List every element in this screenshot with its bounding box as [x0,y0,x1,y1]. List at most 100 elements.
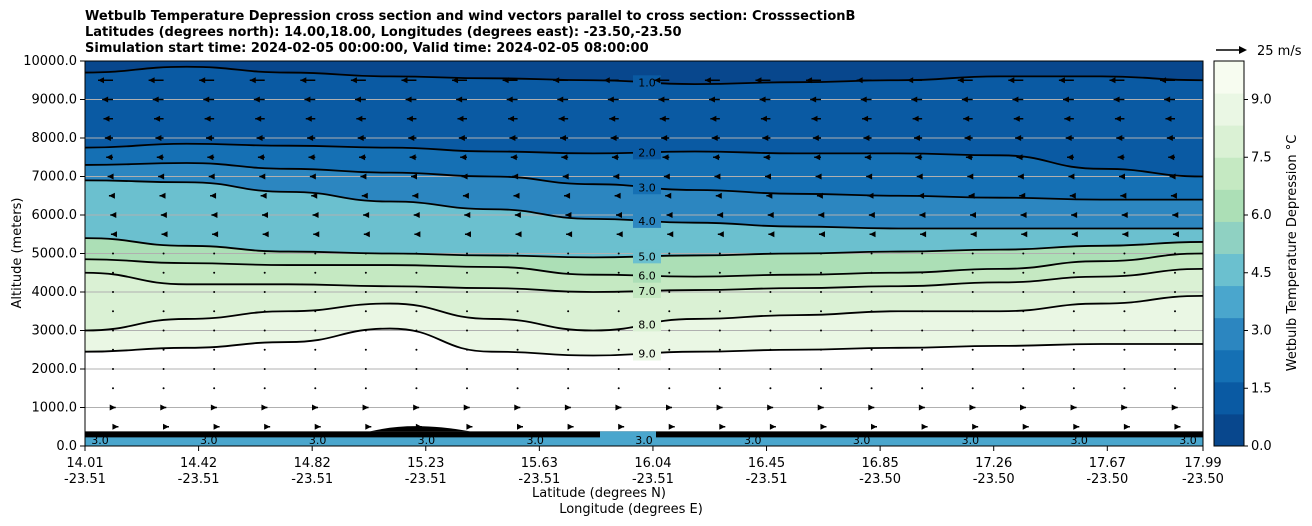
wind-vector [1020,404,1027,411]
wind-vector [205,135,215,141]
wind-vector-dot [1022,368,1025,370]
wind-vector [1123,310,1126,313]
wind-vector-head [203,96,210,103]
wind-vector [307,135,316,141]
wind-vector-head [262,231,269,238]
wind-vector [415,310,418,313]
title-line-2: Latitudes (degrees north): 14.00,18.00, … [85,25,682,40]
wind-vector [311,192,318,199]
wind-vector-head [405,96,412,103]
wind-vector-dot [364,329,367,332]
wind-vector [1160,77,1175,84]
wind-vector-head [816,192,823,199]
wind-vector-dot [617,310,620,313]
wind-vector [918,192,925,199]
wind-vector [208,173,215,180]
wind-vector-head [508,115,515,122]
band-below-9.0 [85,328,1203,446]
wind-vector [249,77,265,84]
wind-vector [364,291,367,293]
wind-vector [213,329,216,332]
wind-vector [158,173,165,180]
wind-vector-dot [364,387,367,390]
wind-vector-dot [162,291,165,293]
wind-vector [1022,271,1025,274]
wind-vector-head [314,423,321,430]
wind-vector-head [109,404,116,411]
x-tick-label-lat-3: 15.23 [407,456,444,471]
wind-vector [1071,212,1078,218]
wind-vector [1118,173,1125,180]
wind-vector [870,291,873,293]
wind-vector [911,96,923,103]
colorbar-tick-label-1: 1.5 [1251,381,1272,396]
wind-vector [313,231,320,238]
wind-vector [1072,310,1075,313]
wind-vector [1072,329,1075,332]
wind-vector [162,387,165,390]
wind-vector [912,115,923,122]
wind-vector [360,173,367,180]
wind-vector [112,368,114,370]
wind-vector [1065,135,1074,141]
wind-vector-dot [921,368,924,370]
wind-vector-head [814,154,821,161]
colorbar-tick-label-4: 6.0 [1251,208,1272,223]
wind-vector-head [1058,77,1065,84]
contour-label-7.0: 7.0 [638,285,656,298]
wind-vector-head [558,115,565,122]
wind-vector-head [567,423,574,430]
wind-vector-head [963,115,970,122]
wind-vector-head [1022,423,1029,430]
contour-label-bg-2.0 [633,145,661,160]
wind-vector-head [704,77,711,84]
wind-vector [617,271,620,274]
wind-vector [464,212,471,218]
wind-vector [617,252,620,255]
wind-vector-head [360,173,367,180]
wind-vector [1022,368,1025,370]
wind-vector-dot [466,329,468,332]
wind-vector [304,96,316,103]
wind-vector [718,291,721,293]
wind-vector [567,291,570,293]
wind-vector [1174,423,1181,430]
colorbar-tick-label-6: 9.0 [1251,93,1272,108]
wind-vector [1174,310,1176,313]
wind-vector-head [154,115,161,122]
wind-vector [662,154,670,161]
wind-vector-dot [870,387,873,390]
wind-vector [769,423,776,430]
wind-vector [767,212,774,218]
wind-vector [870,271,873,274]
wind-vector-dot [314,368,317,370]
wind-vector [607,96,619,103]
wind-vector [162,368,165,370]
surface-label-0: 3.0 [91,434,109,447]
wind-vector [107,173,114,180]
wind-vector [567,423,574,430]
wind-vector [811,115,821,122]
wind-vector [213,252,216,255]
wind-vector-dot [668,291,671,293]
wind-vector-dot [415,368,418,370]
wind-vector [110,212,117,218]
wind-vector-dot [364,271,367,274]
y-tick-label-8: 8000.0 [32,131,78,146]
wind-vector-head [614,192,621,199]
wind-vector-dot [1123,329,1126,332]
wind-vector-head [812,135,819,141]
wind-vector-head [869,231,876,238]
wind-vector [110,231,117,238]
wind-vector-dot [1022,329,1025,332]
wind-vector [466,252,468,255]
wind-vector [415,271,418,274]
wind-vector [969,404,976,411]
wind-vector-head [965,154,972,161]
wind-vector-dot [820,387,822,390]
wind-vector-head [810,96,817,103]
x-tick-label-lon-10: -23.50 [1182,472,1224,487]
wind-vector-dot [162,368,165,370]
wind-vector [1072,387,1075,390]
wind-vector-dot [263,271,266,274]
